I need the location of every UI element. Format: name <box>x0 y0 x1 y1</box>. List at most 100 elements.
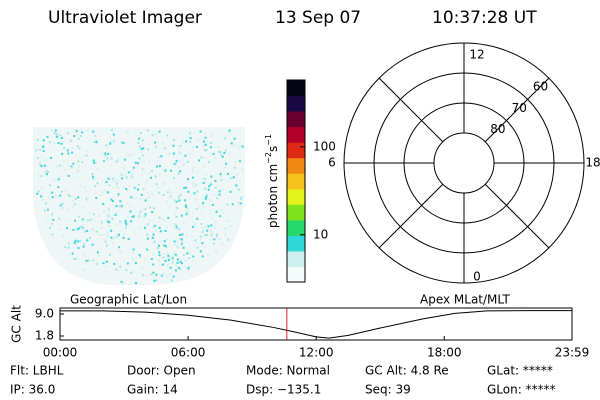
speckle <box>78 240 81 243</box>
altitude-line <box>60 310 572 339</box>
speckle <box>71 146 74 149</box>
speckle <box>144 199 147 202</box>
speckle <box>111 200 114 203</box>
speckle <box>195 207 198 210</box>
speckle <box>112 238 115 241</box>
speckle <box>106 159 109 162</box>
speckle <box>148 195 151 198</box>
speckle <box>220 175 223 178</box>
speckle <box>173 226 176 229</box>
speckle <box>81 161 84 164</box>
speckle <box>154 133 157 136</box>
speckle <box>137 216 140 219</box>
speckle <box>186 211 189 214</box>
speckle <box>180 238 183 241</box>
speckle <box>207 253 210 256</box>
speckle <box>233 137 236 140</box>
speckle <box>181 233 184 236</box>
speckle <box>73 258 76 261</box>
speckle <box>186 207 189 210</box>
speckle <box>105 266 108 269</box>
speckle <box>37 190 40 193</box>
speckle <box>215 233 218 236</box>
speckle <box>67 246 70 249</box>
speckle <box>118 233 121 236</box>
speckle <box>238 146 241 149</box>
speckle <box>184 266 187 269</box>
speckle <box>110 236 113 239</box>
speckle <box>232 144 235 147</box>
speckle <box>126 262 129 265</box>
speckle <box>95 141 98 144</box>
speckle <box>204 197 207 200</box>
speckle <box>177 266 180 269</box>
speckle <box>120 141 123 144</box>
speckle <box>92 159 95 162</box>
speckle <box>72 228 75 231</box>
speckle <box>122 232 125 235</box>
speckle <box>172 275 175 278</box>
speckle <box>208 185 211 188</box>
speckle <box>113 262 116 265</box>
speckle <box>207 188 210 191</box>
speckle <box>122 186 125 189</box>
speckle <box>172 144 175 147</box>
speckle <box>67 242 70 245</box>
speckle <box>174 253 177 256</box>
speckle <box>203 149 206 152</box>
speckle <box>155 165 158 168</box>
speckle <box>142 188 145 191</box>
speckle <box>130 175 133 178</box>
speckle <box>55 135 58 138</box>
speckle <box>92 259 95 262</box>
speckle <box>134 187 137 190</box>
speckle <box>106 220 109 223</box>
speckle <box>162 256 165 259</box>
speckle <box>51 233 54 236</box>
speckle <box>63 147 66 150</box>
speckle <box>104 210 107 213</box>
speckle <box>139 210 142 213</box>
speckle <box>64 246 67 249</box>
speckle <box>141 274 144 277</box>
speckle <box>177 244 180 247</box>
speckle <box>45 219 48 222</box>
speckle <box>67 193 70 196</box>
speckle <box>224 149 227 152</box>
speckle <box>147 159 150 162</box>
speckle <box>147 148 150 151</box>
speckle <box>164 229 167 232</box>
speckle <box>55 133 58 136</box>
speckle <box>203 234 206 237</box>
speckle <box>156 186 159 189</box>
speckle <box>171 153 174 156</box>
speckle <box>107 208 110 211</box>
lat-label: 60 <box>533 80 548 94</box>
speckle <box>191 145 194 148</box>
speckle <box>50 223 53 226</box>
speckle <box>72 162 75 165</box>
speckle <box>81 219 84 222</box>
speckle <box>220 208 223 211</box>
speckle <box>219 173 222 176</box>
speckle <box>189 132 192 135</box>
speckle <box>239 202 242 205</box>
speckle <box>81 131 84 134</box>
speckle <box>46 135 49 138</box>
speckle <box>141 139 144 142</box>
speckle <box>201 255 204 258</box>
speckle <box>216 197 219 200</box>
speckle <box>195 183 198 186</box>
speckle <box>101 227 104 230</box>
colorbar-unit: photon cm−2s−1 <box>264 134 280 228</box>
speckle <box>204 165 207 168</box>
colorbar: 10 100 <box>286 79 336 283</box>
speckle <box>53 132 56 135</box>
speckle <box>131 173 134 176</box>
speckle <box>101 193 104 196</box>
speckle <box>62 234 65 237</box>
x-tick-label: 18:00 <box>427 346 462 360</box>
colorbar-cell <box>287 188 305 205</box>
speckle <box>174 243 177 246</box>
speckle <box>201 226 204 229</box>
